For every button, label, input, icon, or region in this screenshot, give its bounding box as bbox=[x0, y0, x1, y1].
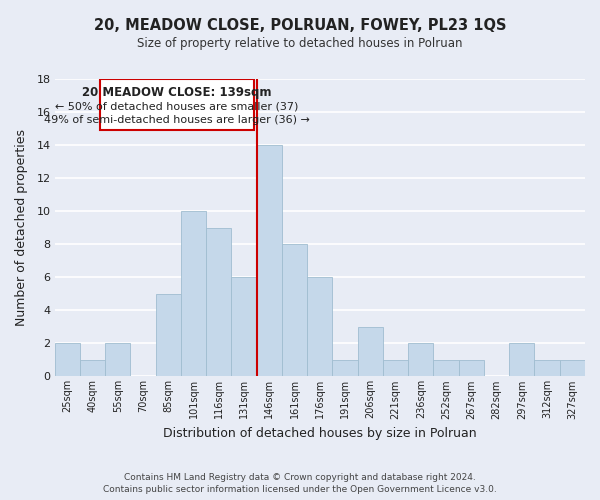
Bar bbox=[181, 211, 206, 376]
Text: 20, MEADOW CLOSE, POLRUAN, FOWEY, PL23 1QS: 20, MEADOW CLOSE, POLRUAN, FOWEY, PL23 1… bbox=[94, 18, 506, 32]
Text: Size of property relative to detached houses in Polruan: Size of property relative to detached ho… bbox=[137, 38, 463, 51]
Y-axis label: Number of detached properties: Number of detached properties bbox=[15, 129, 28, 326]
Bar bbox=[105, 344, 130, 376]
Bar bbox=[55, 344, 80, 376]
Bar bbox=[332, 360, 358, 376]
X-axis label: Distribution of detached houses by size in Polruan: Distribution of detached houses by size … bbox=[163, 427, 476, 440]
Text: Contains HM Land Registry data © Crown copyright and database right 2024.: Contains HM Land Registry data © Crown c… bbox=[124, 472, 476, 482]
Bar bbox=[282, 244, 307, 376]
Bar bbox=[80, 360, 105, 376]
Bar bbox=[560, 360, 585, 376]
Bar bbox=[257, 145, 282, 376]
Bar bbox=[433, 360, 459, 376]
Bar bbox=[358, 327, 383, 376]
Bar bbox=[206, 228, 232, 376]
Bar bbox=[155, 294, 181, 376]
Bar bbox=[383, 360, 408, 376]
Text: Contains public sector information licensed under the Open Government Licence v3: Contains public sector information licen… bbox=[103, 485, 497, 494]
Bar bbox=[509, 344, 535, 376]
Bar bbox=[535, 360, 560, 376]
Text: 20 MEADOW CLOSE: 139sqm: 20 MEADOW CLOSE: 139sqm bbox=[82, 86, 272, 100]
Bar bbox=[307, 278, 332, 376]
Bar bbox=[408, 344, 433, 376]
Text: 49% of semi-detached houses are larger (36) →: 49% of semi-detached houses are larger (… bbox=[44, 116, 310, 126]
Text: ← 50% of detached houses are smaller (37): ← 50% of detached houses are smaller (37… bbox=[55, 102, 299, 112]
FancyBboxPatch shape bbox=[100, 79, 254, 130]
Bar bbox=[459, 360, 484, 376]
Bar bbox=[232, 278, 257, 376]
